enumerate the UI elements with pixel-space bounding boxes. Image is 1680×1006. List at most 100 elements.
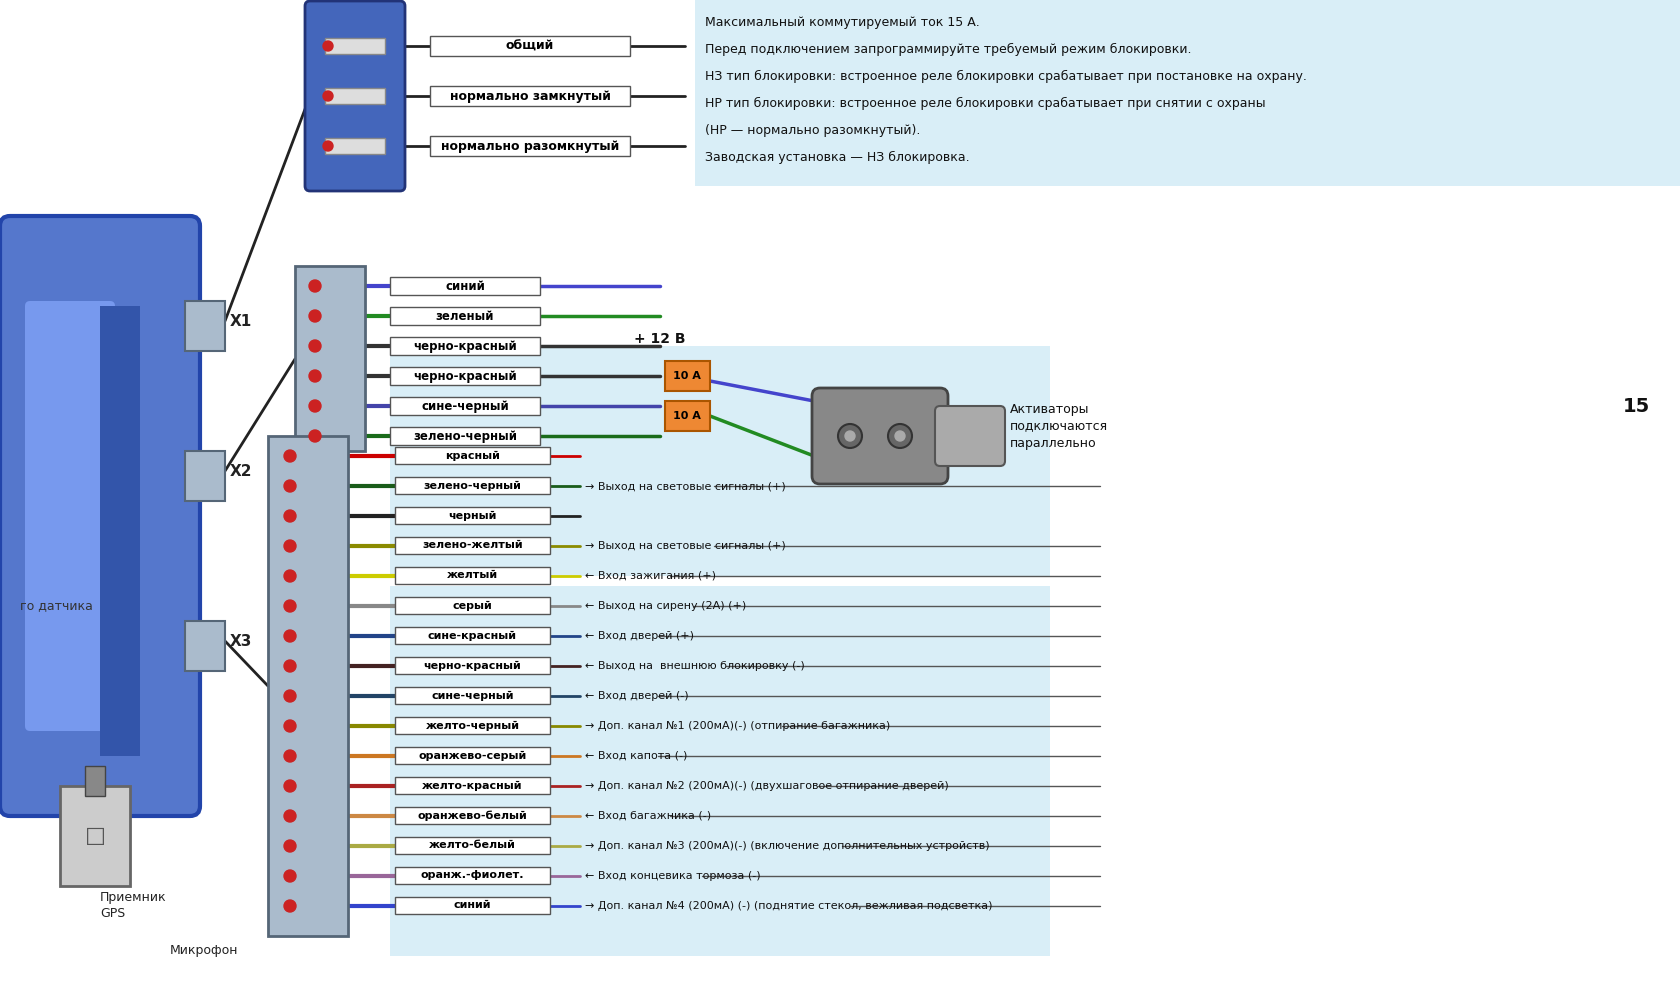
Text: сине-черный: сине-черный [422,399,509,412]
Text: синий: синий [445,280,484,293]
Text: желто-красный: желто-красный [422,781,522,791]
Text: ← Вход багажника (-): ← Вход багажника (-) [585,811,711,821]
Text: черно-красный: черно-красный [423,661,521,671]
Bar [324,138,385,154]
Bar [395,627,549,644]
Circle shape [309,370,321,382]
Bar [395,717,549,734]
Bar [60,786,129,886]
Circle shape [284,630,296,642]
Circle shape [284,600,296,612]
Circle shape [284,720,296,732]
Text: нормально замкнутый: нормально замкнутый [449,90,610,103]
Bar [395,687,549,704]
Bar [86,766,104,796]
Text: зелено-черный: зелено-черный [423,481,521,491]
Bar [294,266,365,451]
Text: оранжево-белый: оранжево-белый [417,810,528,821]
Text: → Доп. канал №2 (200мА)(-) (двухшаговое отпирание дверей): → Доп. канал №2 (200мА)(-) (двухшаговое … [585,781,948,791]
Circle shape [309,400,321,412]
Text: оранж.-фиолет.: оранж.-фиолет. [420,870,524,880]
Text: → Выход на световые сигналы (+): → Выход на световые сигналы (+) [585,481,785,491]
Circle shape [284,540,296,552]
Text: + 12 В: + 12 В [633,332,685,346]
Circle shape [284,810,296,822]
Circle shape [309,430,321,442]
Text: сине-красный: сине-красный [428,631,517,641]
Text: X3: X3 [230,634,252,649]
Text: общий: общий [506,39,554,52]
Text: → Доп. канал №3 (200мА)(-) (включение дополнительных устройств): → Доп. канал №3 (200мА)(-) (включение до… [585,841,990,851]
Text: 15: 15 [1621,396,1650,415]
Bar [324,38,385,54]
Circle shape [284,450,296,462]
Circle shape [845,431,855,441]
FancyBboxPatch shape [25,301,114,731]
Text: Перед подключением запрограммируйте требуемый режим блокировки.: Перед подключением запрограммируйте треб… [704,43,1191,56]
Bar [185,621,225,671]
FancyBboxPatch shape [934,406,1005,466]
Text: X1: X1 [230,314,252,329]
Text: зелено-черный: зелено-черный [413,430,517,443]
Bar [390,586,1050,956]
Text: го датчика: го датчика [20,600,92,613]
Text: Заводская установка — НЗ блокировка.: Заводская установка — НЗ блокировка. [704,151,969,164]
Text: Максимальный коммутируемый ток 15 А.: Максимальный коммутируемый ток 15 А. [704,16,979,29]
Text: ← Выход на  внешнюю блокировку (-): ← Выход на внешнюю блокировку (-) [585,661,805,671]
Circle shape [284,870,296,882]
Text: ← Вход дверей (-): ← Вход дверей (-) [585,691,689,701]
Text: НР тип блокировки: встроенное реле блокировки срабатывает при снятии с охраны: НР тип блокировки: встроенное реле блоки… [704,97,1265,110]
Bar [395,837,549,854]
Circle shape [323,41,333,51]
Text: 10 А: 10 А [672,411,701,421]
Circle shape [309,280,321,292]
Bar [430,86,630,106]
Circle shape [284,750,296,762]
Text: Активаторы
подключаются
параллельно: Активаторы подключаются параллельно [1010,402,1107,450]
Text: X2: X2 [230,464,252,479]
Bar [99,306,139,756]
Bar [267,436,348,936]
Text: Микрофон: Микрофон [170,945,239,958]
Text: зелено-желтый: зелено-желтый [422,540,522,550]
Circle shape [894,431,904,441]
Bar [395,447,549,464]
Bar [395,867,549,884]
Bar [395,747,549,764]
Bar [665,361,709,391]
Bar [694,0,1680,186]
Bar [185,451,225,501]
Bar [185,301,225,351]
Text: НЗ тип блокировки: встроенное реле блокировки срабатывает при постановке на охра: НЗ тип блокировки: встроенное реле блоки… [704,70,1305,83]
Bar [395,807,549,824]
Bar [390,397,539,415]
Text: → Доп. канал №1 (200мА)(-) (отпирание багажника): → Доп. канал №1 (200мА)(-) (отпирание ба… [585,721,890,731]
Text: ← Вход концевика тормоза (-): ← Вход концевика тормоза (-) [585,871,759,881]
Bar [395,897,549,914]
Bar [395,597,549,614]
Text: желто-черный: желто-черный [425,720,519,730]
Text: Приемник
GPS: Приемник GPS [99,891,166,920]
Text: зеленый: зеленый [435,310,494,323]
Text: черно-красный: черно-красный [413,339,516,352]
Text: 10 А: 10 А [672,371,701,381]
Circle shape [284,660,296,672]
Circle shape [838,424,862,448]
Bar [395,477,549,494]
Text: → Доп. канал №4 (200мА) (-) (поднятие стекол, вежливая подсветка): → Доп. канал №4 (200мА) (-) (поднятие ст… [585,901,991,911]
Circle shape [284,840,296,852]
Circle shape [284,480,296,492]
Bar [395,567,549,584]
Circle shape [284,690,296,702]
Bar [665,401,709,431]
Bar [390,277,539,295]
Circle shape [284,900,296,912]
Circle shape [284,780,296,792]
Text: ← Выход на сирену (2А) (+): ← Выход на сирену (2А) (+) [585,601,746,611]
Circle shape [309,340,321,352]
Bar [390,346,1050,576]
Text: черный: черный [449,510,496,520]
Bar [395,657,549,674]
Circle shape [323,91,333,101]
Text: ← Вход капота (-): ← Вход капота (-) [585,751,687,761]
